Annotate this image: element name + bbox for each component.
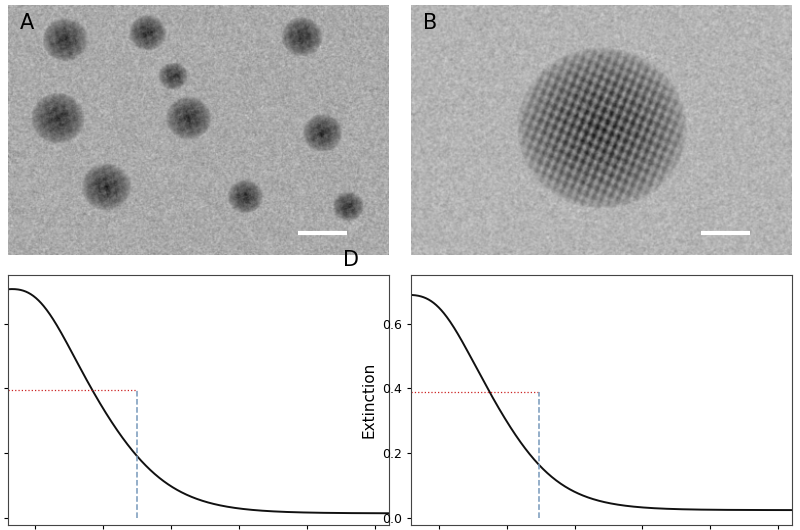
Y-axis label: Extinction: Extinction xyxy=(362,361,377,438)
Text: B: B xyxy=(423,13,437,33)
Text: A: A xyxy=(19,13,34,33)
Text: D: D xyxy=(343,250,359,270)
